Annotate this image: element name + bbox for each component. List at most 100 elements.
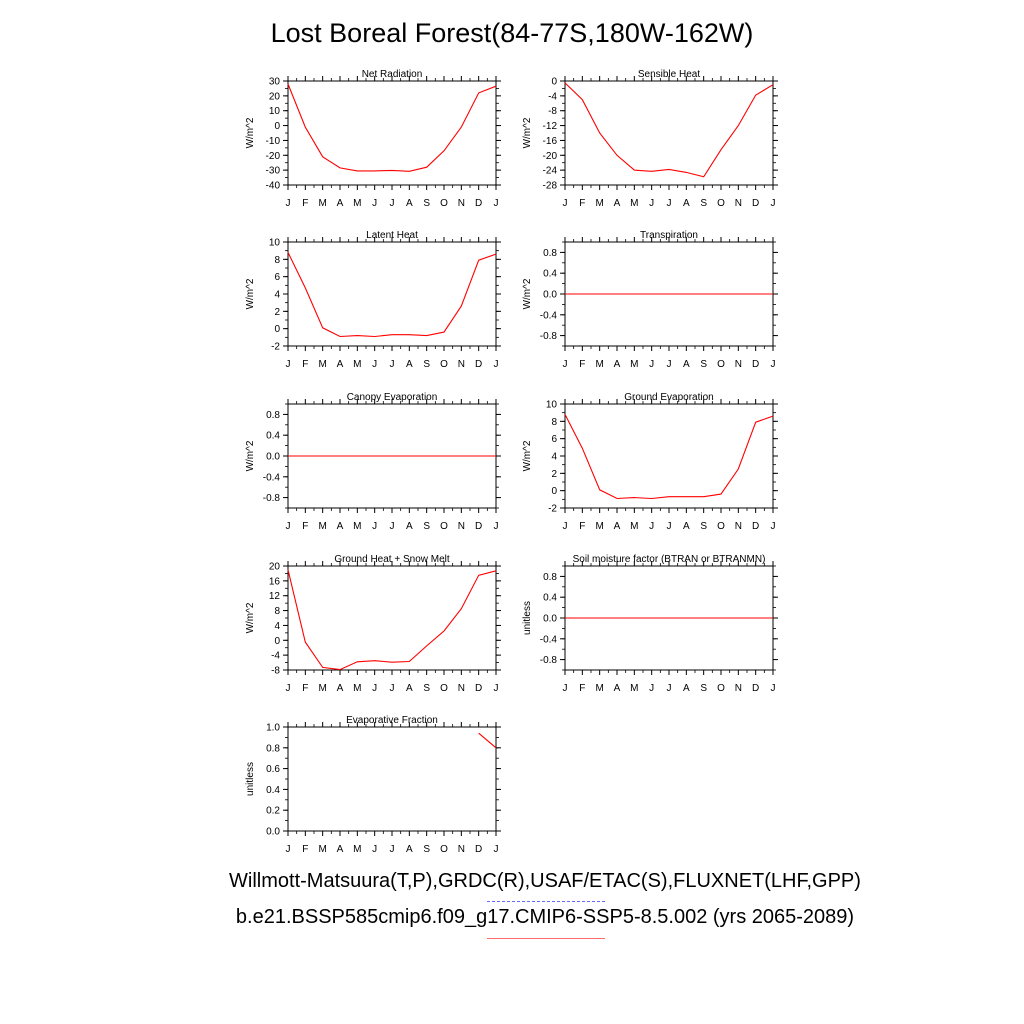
ground-heat-snow-melt-title: Ground Heat + Snow Melt	[334, 554, 450, 565]
sensible-heat-ytick-label: -24	[543, 166, 558, 177]
transpiration-xtick-label: O	[717, 359, 725, 370]
ground-heat-snow-melt-ytick-label: 4	[274, 621, 280, 632]
evaporative-fraction-ytick-label: 0.0	[266, 827, 280, 838]
transpiration-xtick-label: J	[649, 359, 654, 370]
soil-moisture-factor-btran-or-btranmn-xtick-label: M	[595, 683, 603, 694]
evaporative-fraction-xtick-label: M	[353, 844, 361, 855]
canopy-evaporation-xtick-label: J	[390, 521, 395, 532]
net-radiation-xtick-label: S	[423, 198, 430, 209]
model-case-caption: b.e21.BSSP585cmip6.f09_g17.CMIP6-SSP5-8.…	[235, 906, 855, 928]
soil-moisture-factor-btran-or-btranmn-xtick-label: J	[649, 683, 654, 694]
sensible-heat-series-line	[564, 82, 774, 178]
ground-evaporation-frame	[564, 403, 774, 509]
canopy-evaporation-xtick-label: J	[372, 521, 377, 532]
soil-moisture-factor-btran-or-btranmn-ytick-label: -0.4	[540, 634, 558, 645]
transpiration-ytick-label: -0.4	[540, 310, 558, 321]
ground-heat-snow-melt-ytick-label: 8	[274, 606, 280, 617]
transpiration-ytick-label: 0.8	[543, 248, 557, 259]
soil-moisture-factor-btran-or-btranmn-ytick-label: -0.8	[540, 655, 558, 666]
canopy-evaporation-panel: Canopy Evaporation W/m^2 0.8 0.4 0.0 -0.4 -0.8…	[245, 392, 501, 532]
soil-moisture-factor-btran-or-btranmn-ytick-label: 0.8	[543, 572, 557, 583]
net-radiation-xtick-label: A	[406, 198, 413, 209]
latent-heat-ytick-label: 2	[274, 307, 280, 318]
canopy-evaporation-xtick-label: F	[302, 521, 308, 532]
canopy-evaporation-ytick-label: 0.8	[266, 410, 280, 421]
soil-moisture-factor-btran-or-btranmn-xtick-label: J	[771, 683, 776, 694]
sensible-heat-ytick-label: -16	[543, 136, 558, 147]
ground-heat-snow-melt-frame	[287, 565, 497, 671]
sensible-heat-xtick-label: A	[614, 198, 621, 209]
ground-evaporation-xtick-label: F	[579, 521, 585, 532]
canopy-evaporation-xtick-label: S	[423, 521, 430, 532]
canopy-evaporation-xtick-label: M	[353, 521, 361, 532]
latent-heat-ytick-label: 6	[274, 272, 280, 283]
ground-heat-snow-melt-xtick-label: N	[458, 683, 465, 694]
net-radiation-ytick-label: -20	[266, 151, 281, 162]
net-radiation-xtick-label: M	[353, 198, 361, 209]
soil-moisture-factor-btran-or-btranmn-ytick-label: 0.4	[543, 593, 557, 604]
net-radiation-series-line	[287, 83, 497, 172]
latent-heat-ylabel: W/m^2	[245, 278, 256, 309]
latent-heat-xtick-label: A	[406, 359, 413, 370]
ground-evaporation-ylabel: W/m^2	[522, 440, 533, 471]
net-radiation-xtick-label: A	[337, 198, 344, 209]
evaporative-fraction-series-line	[478, 732, 497, 749]
latent-heat-xtick-label: D	[475, 359, 482, 370]
latent-heat-ytick-label: 4	[274, 290, 280, 301]
ground-evaporation-title: Ground Evaporation	[624, 392, 714, 403]
ground-heat-snow-melt-xtick-label: J	[372, 683, 377, 694]
canopy-evaporation-ytick-label: 0.0	[266, 452, 280, 463]
ground-heat-snow-melt-xtick-label: A	[406, 683, 413, 694]
ground-evaporation-xtick-label: A	[683, 521, 690, 532]
net-radiation-xtick-label: J	[372, 198, 377, 209]
soil-moisture-factor-btran-or-btranmn-xtick-label: M	[630, 683, 638, 694]
soil-moisture-factor-btran-or-btranmn-xtick-label: D	[752, 683, 759, 694]
soil-moisture-factor-btran-or-btranmn-xtick-label: A	[614, 683, 621, 694]
ground-evaporation-ytick-label: 0	[551, 486, 557, 497]
canopy-evaporation-xtick-label: O	[440, 521, 448, 532]
latent-heat-xtick-label: J	[372, 359, 377, 370]
ground-evaporation-xtick-label: J	[649, 521, 654, 532]
net-radiation-xtick-label: M	[318, 198, 326, 209]
transpiration-ytick-label: 0.4	[543, 269, 557, 280]
ground-heat-snow-melt-xtick-label: S	[423, 683, 430, 694]
ground-heat-snow-melt-xtick-label: J	[286, 683, 291, 694]
ground-heat-snow-melt-series-line	[287, 569, 497, 671]
sensible-heat-xtick-label: N	[735, 198, 742, 209]
net-radiation-xtick-label: O	[440, 198, 448, 209]
evaporative-fraction-frame	[287, 726, 497, 832]
net-radiation-xtick-label: F	[302, 198, 308, 209]
net-radiation-ytick-label: 0	[274, 121, 280, 132]
ground-heat-snow-melt-xtick-label: A	[337, 683, 344, 694]
evaporative-fraction-ytick-label: 0.6	[266, 764, 280, 775]
evaporative-fraction-xtick-label: A	[406, 844, 413, 855]
evaporative-fraction-xtick-label: O	[440, 844, 448, 855]
ground-evaporation-xtick-label: D	[752, 521, 759, 532]
soil-moisture-factor-btran-or-btranmn-xtick-label: O	[717, 683, 725, 694]
model-legend-line	[487, 938, 605, 939]
canopy-evaporation-xtick-label: D	[475, 521, 482, 532]
ground-evaporation-xtick-label: J	[563, 521, 568, 532]
latent-heat-xtick-label: A	[337, 359, 344, 370]
evaporative-fraction-ytick-label: 0.8	[266, 743, 280, 754]
transpiration-ytick-label: -0.8	[540, 331, 558, 342]
ground-evaporation-xtick-label: J	[667, 521, 672, 532]
ground-evaporation-ytick-label: -2	[548, 504, 557, 515]
ground-evaporation-ytick-label: 8	[551, 417, 557, 428]
sensible-heat-xtick-label: M	[595, 198, 603, 209]
ground-evaporation-series-line	[564, 414, 774, 500]
soil-moisture-factor-btran-or-btranmn-title: Soil moisture factor (BTRAN or BTRANMN)	[573, 554, 766, 565]
canopy-evaporation-xtick-label: J	[286, 521, 291, 532]
ground-heat-snow-melt-ytick-label: 12	[269, 591, 281, 602]
soil-moisture-factor-btran-or-btranmn-xtick-label: J	[563, 683, 568, 694]
sensible-heat-xtick-label: J	[563, 198, 568, 209]
sensible-heat-xtick-label: J	[649, 198, 654, 209]
ground-heat-snow-melt-ytick-label: -8	[271, 666, 280, 677]
transpiration-xtick-label: A	[614, 359, 621, 370]
ground-heat-snow-melt-ytick-label: -4	[271, 651, 280, 662]
evaporative-fraction-xtick-label: D	[475, 844, 482, 855]
canopy-evaporation-ytick-label: -0.8	[263, 493, 281, 504]
latent-heat-xtick-label: M	[318, 359, 326, 370]
evaporative-fraction-xtick-label: J	[494, 844, 499, 855]
